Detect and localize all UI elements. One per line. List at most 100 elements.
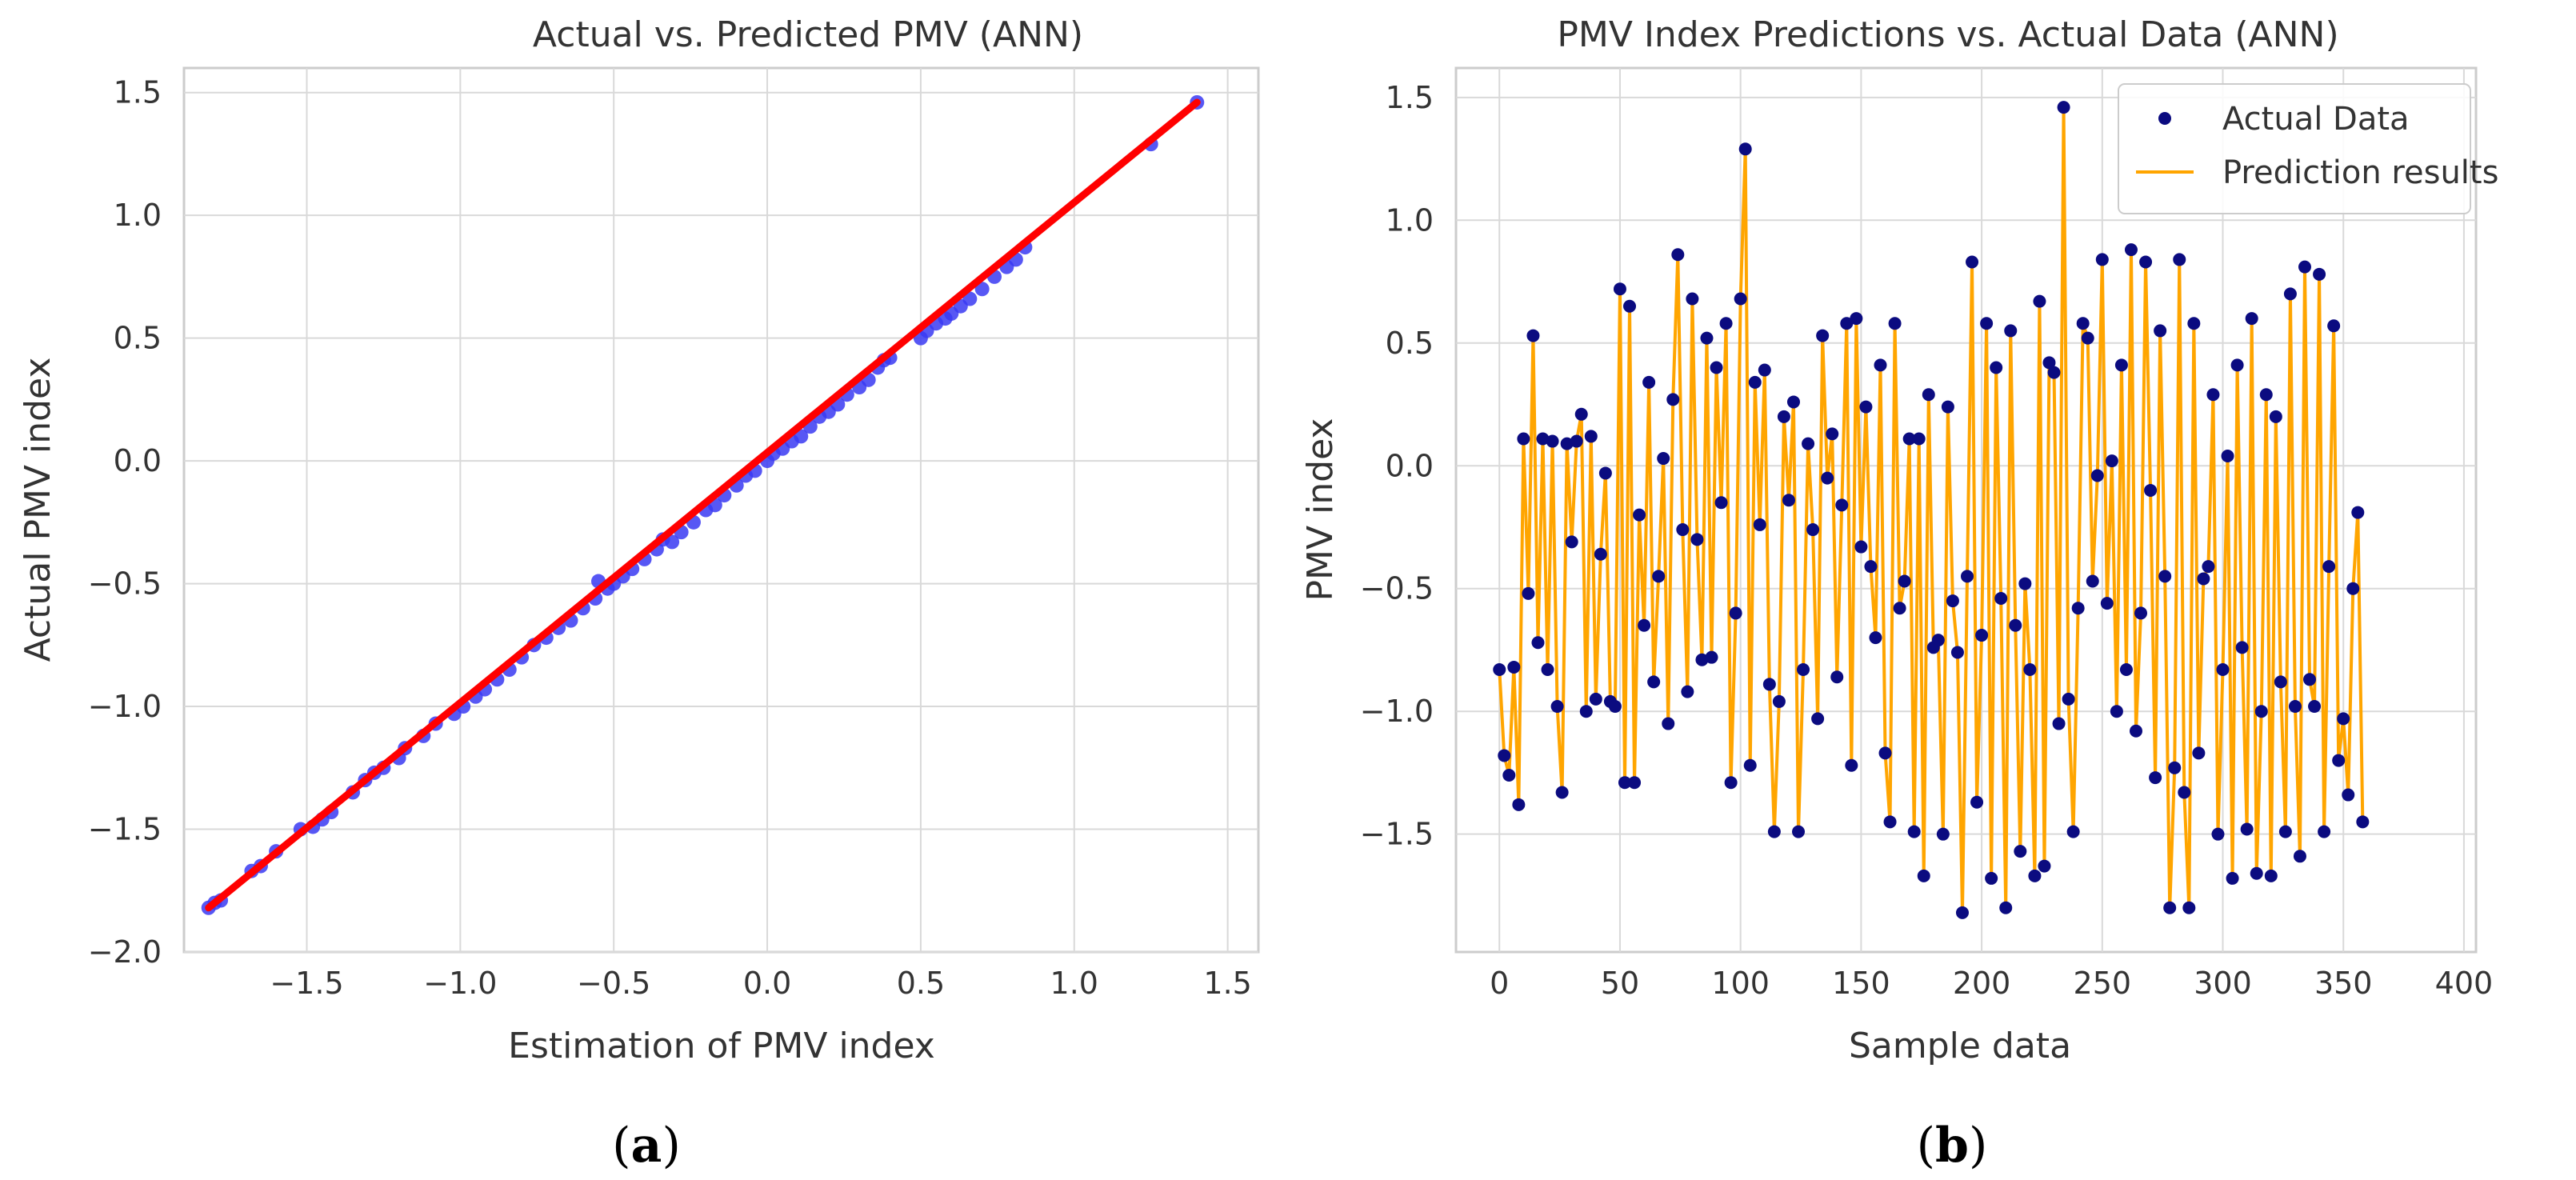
- actual-data-point: [1941, 400, 1954, 414]
- chart-b-prediction-series: [1498, 106, 2365, 914]
- actual-data-point: [1743, 758, 1757, 772]
- actual-data-point: [1565, 535, 1578, 549]
- actual-data-point: [1902, 432, 1916, 446]
- chart-b-x-tick-label: 400: [2435, 966, 2494, 1001]
- prediction-line: [1498, 106, 2365, 914]
- actual-data-point: [1690, 533, 1704, 546]
- actual-data-point: [2250, 866, 2263, 880]
- chart-b-title: PMV Index Predictions vs. Actual Data (A…: [1557, 14, 2338, 55]
- actual-data-point: [2047, 366, 2061, 379]
- actual-data-point: [1917, 869, 1930, 882]
- actual-data-point: [1980, 317, 1994, 330]
- actual-data-point: [1782, 494, 1795, 507]
- scatter-point: [974, 282, 990, 297]
- fit-line: [205, 98, 1201, 912]
- actual-data-point: [1767, 825, 1781, 838]
- actual-data-point: [2259, 388, 2273, 402]
- actual-data-point: [1762, 678, 1776, 691]
- actual-data-point: [2163, 901, 2177, 914]
- actual-data-point: [1695, 653, 1709, 666]
- actual-data-point: [1874, 358, 1887, 372]
- actual-data-point: [2086, 574, 2099, 588]
- chart-a-title: Actual vs. Predicted PMV (ANN): [533, 14, 1083, 55]
- actual-data-point: [2283, 287, 2297, 301]
- actual-data-point: [2066, 825, 2080, 838]
- actual-data-point: [2235, 641, 2249, 654]
- actual-data-point: [1792, 825, 1806, 838]
- chart-b-x-tick-label: 100: [1711, 966, 1770, 1001]
- actual-data-point: [1898, 574, 1911, 588]
- actual-data-point: [1786, 395, 1800, 409]
- actual-data-point: [1531, 636, 1545, 650]
- actual-data-point: [1502, 769, 1516, 782]
- chart-b-y-tick-label: −0.5: [1360, 571, 1434, 606]
- actual-data-point: [1922, 388, 1935, 402]
- actual-data-point: [1816, 329, 1830, 342]
- panel-label-a: (a): [612, 1118, 681, 1174]
- actual-data-point: [1512, 798, 1526, 811]
- actual-data-point: [1613, 282, 1626, 296]
- chart-b-legend: Actual Data Prediction results: [2118, 83, 2498, 214]
- actual-data-point: [1700, 331, 1714, 345]
- chart-b-x-tick-label: 200: [1953, 966, 2011, 1001]
- chart-a: Actual vs. Predicted PMV (ANN) −1.5 −1.0−…: [18, 14, 1260, 1174]
- panel-label-b-letter: b: [1935, 1118, 1969, 1174]
- actual-data-point: [1990, 361, 2003, 374]
- actual-data-point: [2351, 506, 2365, 519]
- actual-data-point: [2139, 255, 2153, 269]
- actual-data-point: [1994, 592, 2008, 605]
- actual-data-point: [2264, 869, 2278, 882]
- actual-data-point: [1826, 427, 1839, 441]
- actual-data-point: [2023, 663, 2037, 677]
- actual-data-point: [1806, 523, 1820, 537]
- actual-data-point: [1536, 432, 1550, 446]
- chart-b-y-tick-label: 0.0: [1386, 448, 1434, 483]
- actual-data-point: [1975, 629, 1989, 642]
- legend-actual-label: Actual Data: [2222, 101, 2410, 138]
- chart-a-x-tick-label: −1.0: [423, 966, 497, 1001]
- actual-data-point: [2090, 469, 2104, 482]
- actual-data-point: [2221, 449, 2234, 462]
- actual-data-point: [1498, 749, 1511, 762]
- actual-data-point: [1570, 434, 1583, 448]
- actual-data-point: [1840, 317, 1854, 330]
- chart-b-y-tick-label: −1.5: [1360, 817, 1434, 852]
- actual-data-point: [1845, 758, 1858, 772]
- actual-data-point: [1628, 776, 1642, 790]
- chart-a-fit-line-group: [205, 98, 1201, 912]
- actual-data-point: [1681, 685, 1694, 698]
- actual-data-point: [1705, 650, 1718, 664]
- actual-data-point: [2042, 356, 2056, 370]
- chart-b-x-tick-label: 350: [2314, 966, 2373, 1001]
- actual-data-point: [2293, 850, 2306, 863]
- actual-data-point: [2033, 294, 2046, 308]
- actual-data-point: [2269, 410, 2282, 423]
- chart-a-x-tick-label: 0.0: [743, 966, 791, 1001]
- actual-data-point: [2105, 454, 2118, 468]
- chart-b-x-tick-label: 0: [1490, 966, 1509, 1001]
- actual-data-point: [2206, 388, 2220, 402]
- chart-b-x-tick-label: 50: [1601, 966, 1639, 1001]
- panel-label-a-letter: a: [631, 1118, 662, 1174]
- actual-data-point: [2308, 700, 2322, 714]
- actual-data-point: [2119, 663, 2133, 677]
- chart-a-x-tick-label: 1.5: [1203, 966, 1251, 1001]
- legend-actual-marker: [2158, 112, 2171, 125]
- actual-data-point: [2288, 700, 2302, 714]
- actual-data-point: [1550, 700, 1564, 714]
- chart-b-x-ticks: 0 50 100 150 200 250 300 350 400: [1490, 966, 2493, 1001]
- actual-data-point: [2197, 572, 2210, 586]
- actual-data-point: [1623, 299, 1637, 313]
- chart-a-y-ticks: −2.0 −1.5 −1.0 −0.5 0.0 0.5 1.0 1.5: [88, 75, 162, 970]
- actual-data-point: [1830, 670, 1844, 684]
- chart-a-x-tick-label: 0.5: [897, 966, 945, 1001]
- actual-data-point: [1738, 142, 1752, 156]
- actual-data-point: [1821, 471, 1834, 485]
- actual-data-point: [1560, 437, 1574, 450]
- actual-data-point: [2149, 771, 2162, 785]
- actual-data-point: [1589, 692, 1602, 706]
- actual-data-point: [1864, 560, 1878, 574]
- actual-data-point: [1686, 292, 1699, 306]
- actual-data-point: [1618, 776, 1631, 790]
